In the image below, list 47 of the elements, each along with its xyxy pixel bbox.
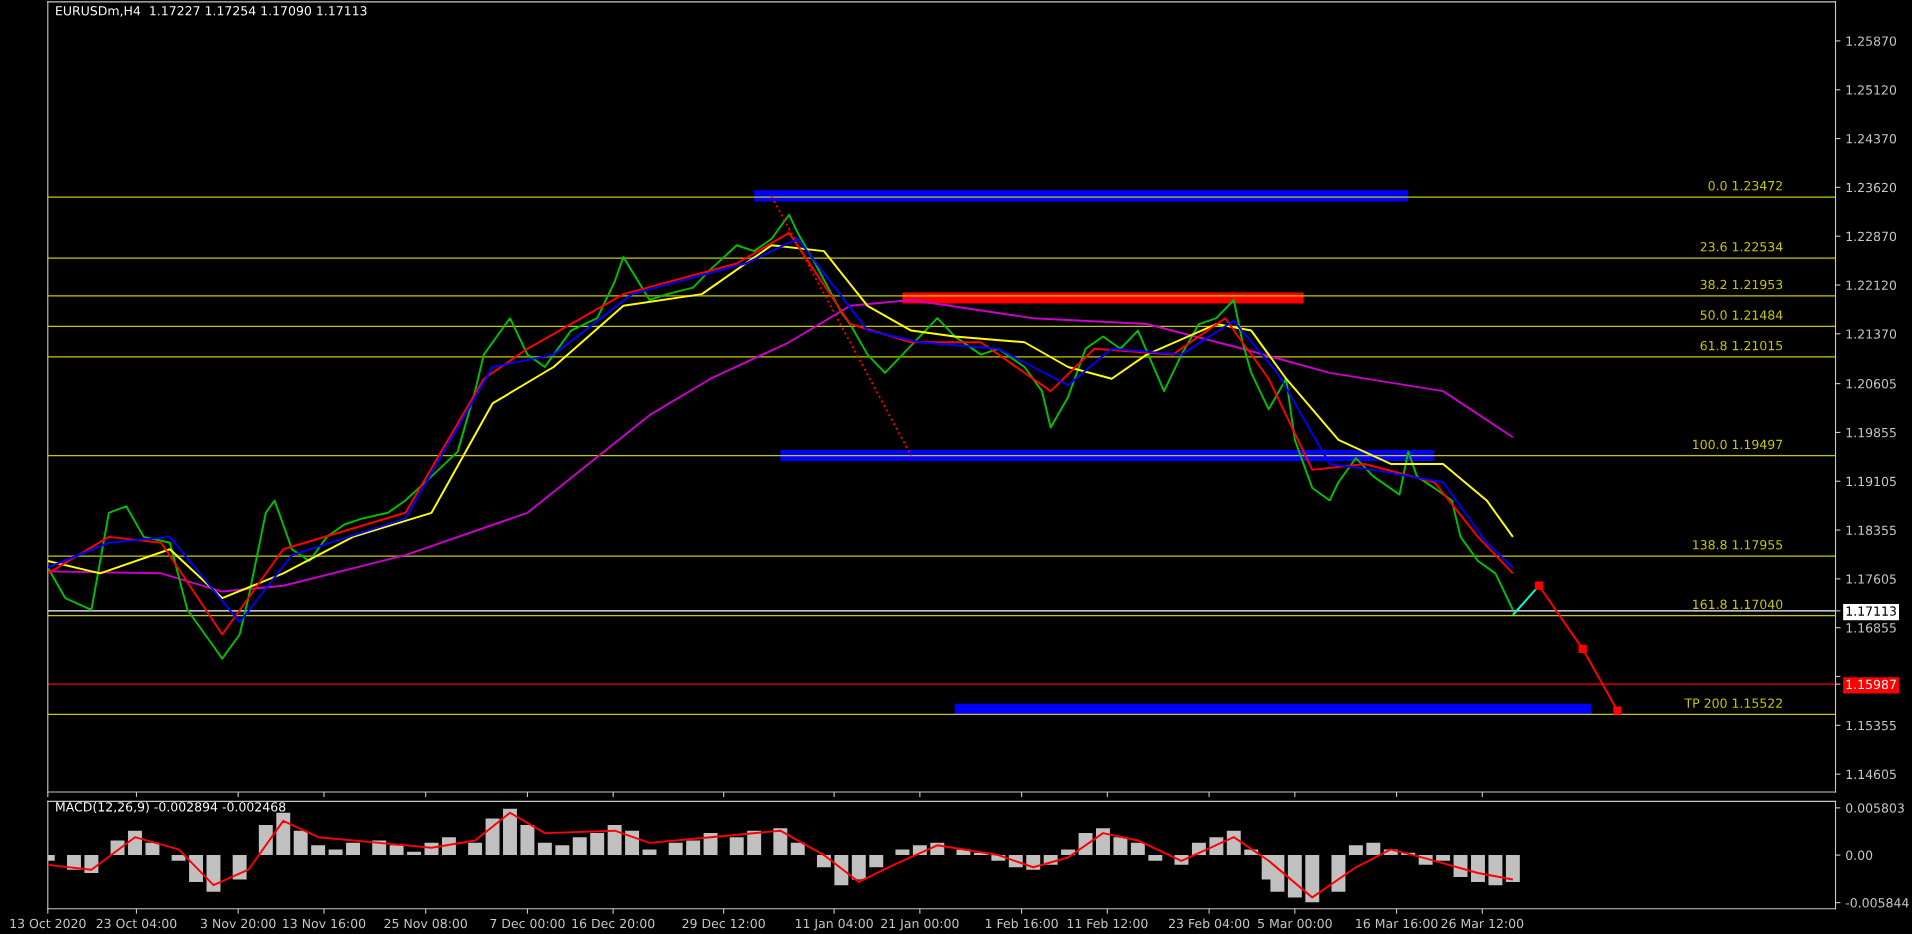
x-tick-label: 16 Dec 20:00 (572, 918, 655, 929)
ref-line-label: 50.0 1.21484 (1700, 310, 1783, 320)
y-tick-label: 1.15355 (1846, 720, 1896, 731)
x-tick-label: 23 Feb 04:00 (1169, 918, 1250, 929)
y-tick-label: 1.17605 (1846, 574, 1896, 584)
ref-line-label: TP 200 1.15522 (1684, 698, 1782, 708)
y-tick-label: 1.25120 (1846, 85, 1897, 95)
x-tick-label: 11 Jan 04:00 (795, 918, 873, 931)
x-tick-label: 21 Jan 00:00 (881, 918, 959, 931)
x-tick-label: 5 Mar 00:00 (1258, 918, 1332, 929)
ref-line-label: 161.8 1.17040 (1693, 599, 1783, 610)
y-tick-label: 1.22870 (1846, 231, 1897, 242)
x-tick-label: 13 Nov 16:00 (283, 918, 366, 929)
ref-line-label: 138.8 1.17955 (1693, 540, 1783, 550)
y-tick-label: 1.14605 (1846, 769, 1896, 780)
x-tick-label: 23 Oct 04:00 (96, 918, 177, 929)
y-tick-label: 1.21370 (1846, 329, 1897, 339)
x-tick-label: 16 Mar 16:00 (1356, 918, 1438, 929)
y-tick-label: 1.15987 (1846, 679, 1896, 690)
x-tick-label: 13 Oct 2020 (10, 918, 86, 929)
x-tick-label: 26 Mar 12:00 (1441, 918, 1524, 929)
x-tick-label: 29 Dec 12:00 (682, 918, 765, 929)
x-tick-label: 11 Feb 12:00 (1067, 918, 1148, 929)
chart-title: EURUSDm,H4 1.17227 1.17254 1.17090 1.17113 (56, 6, 367, 17)
ref-line-label: 61.8 1.21015 (1700, 340, 1783, 351)
y-tick-label: 0.005803 (1846, 803, 1904, 813)
y-tick-label: -0.005844 (1845, 898, 1909, 908)
y-tick-label: 1.20605 (1846, 379, 1896, 389)
x-tick-label: 1 Feb 16:00 (985, 918, 1058, 929)
y-tick-label: 1.19105 (1846, 476, 1896, 487)
ref-line-label: 38.2 1.21953 (1700, 279, 1783, 290)
y-tick-label: 1.25870 (1846, 36, 1897, 46)
y-tick-label: 1.18355 (1846, 525, 1896, 535)
y-tick-label: 1.16855 (1846, 623, 1896, 633)
x-tick-label: 7 Dec 00:00 (490, 918, 565, 929)
chart-title: MACD(12,26,9) -0.002894 -0.002468 (56, 801, 286, 814)
y-tick-label: 1.17113 (1846, 606, 1896, 616)
ref-line-label: 100.0 1.19497 (1693, 439, 1783, 450)
x-tick-label: 25 Nov 08:00 (384, 918, 467, 929)
ref-line-label: 23.6 1.22534 (1700, 242, 1783, 252)
ref-line-label: 0.0 1.23472 (1708, 180, 1782, 191)
y-tick-label: 1.23620 (1846, 182, 1897, 193)
y-tick-label: 1.19855 (1846, 427, 1896, 438)
y-tick-label: 1.24370 (1846, 134, 1897, 144)
y-tick-label: 0.00 (1846, 850, 1873, 860)
y-tick-label: 1.22120 (1846, 280, 1897, 290)
x-tick-label: 3 Nov 20:00 (200, 918, 276, 929)
